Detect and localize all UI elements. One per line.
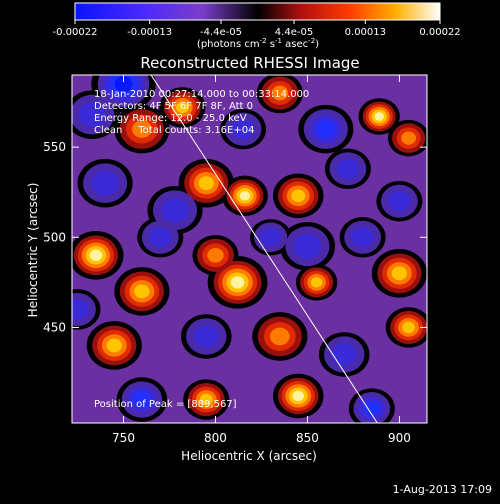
emission-source [132,120,152,138]
emission-source [239,191,251,201]
negative-source [193,325,219,348]
x-tick-label: 750 [112,431,135,445]
image-sources [72,75,427,423]
colorbar-tick-label: 4.4e-05 [275,27,313,38]
x-tick-label: 900 [388,431,411,445]
negative-source [78,102,106,127]
negative-source [91,170,119,196]
emission-source [230,276,245,289]
x-tick-label: 800 [204,431,227,445]
y-tick-label: 450 [43,320,66,334]
colorbar-tick-label: -0.00022 [53,27,98,38]
emission-source [199,393,213,406]
emission-source [374,112,384,121]
colorbar-tick-label: 0.00013 [345,27,386,38]
emission-source [292,390,305,402]
negative-source [351,227,374,248]
emission-source [106,338,122,353]
negative-source [316,120,336,138]
negative-source [161,198,189,223]
negative-source [114,75,133,93]
negative-source [336,158,360,179]
annotation-counts: Clean Total counts: 3.16E+04 [94,125,254,136]
plot-area [72,75,427,423]
colorbar-ticks: -0.00022 -0.00013 -4.4e-05 4.4e-05 0.00013 0.… [53,20,461,38]
negative-source [331,343,357,366]
emission-source [89,249,103,261]
emission-source [134,284,150,299]
annotation-time: 18-Jan-2010 00:27:14.000 to 00:33:14.000 [94,89,309,100]
emission-source [291,189,306,203]
plot-frame [71,74,428,424]
emission-source [198,176,214,191]
y-axis-label: Heliocentric Y (arcsec) [26,183,40,318]
date-stamp: 1-Aug-2013 17:09 [392,483,492,496]
annotation-energy: Energy Range: 12.0 - 25.0 keV [94,113,247,124]
colorbar-unit-label: (photons cm-2 s-1 asec-2) [197,37,319,50]
negative-source [148,227,172,248]
emission-source [391,266,408,281]
emission-source [207,247,224,263]
negative-source [388,191,411,212]
x-axis-ticks: 750 800 850 900 [112,75,411,445]
emission-source [402,321,416,334]
negative-source [363,401,380,416]
x-axis-label: Heliocentric X (arcsec) [181,449,317,463]
colorbar-tick-label: -0.00013 [127,27,172,38]
colorbar [74,2,441,21]
emission-source [175,101,189,114]
negative-source [231,118,255,140]
emission-source [270,327,290,346]
emission-source [271,85,289,101]
emission-source [401,131,416,145]
negative-source [72,299,89,320]
chart-title: Reconstructed RHESSI Image [140,54,359,72]
solar-limb-line [150,75,378,423]
y-tick-label: 550 [43,140,66,154]
colorbar-tick-label: 0.00022 [419,27,460,38]
negative-source [260,228,281,247]
x-tick-label: 850 [296,431,319,445]
negative-source [293,234,322,259]
peak-position-label: Position of Peak = [889,567] [94,399,237,410]
emission-source [310,277,323,288]
annotation-detectors: Detectors: 4F 5F 6F 7F 8F, Att 0 [94,101,253,112]
y-tick-label: 500 [43,230,66,244]
negative-source [132,391,151,408]
colorbar-tick-label: -4.4e-05 [200,27,242,38]
y-axis-ticks: 450 500 550 [43,140,427,334]
